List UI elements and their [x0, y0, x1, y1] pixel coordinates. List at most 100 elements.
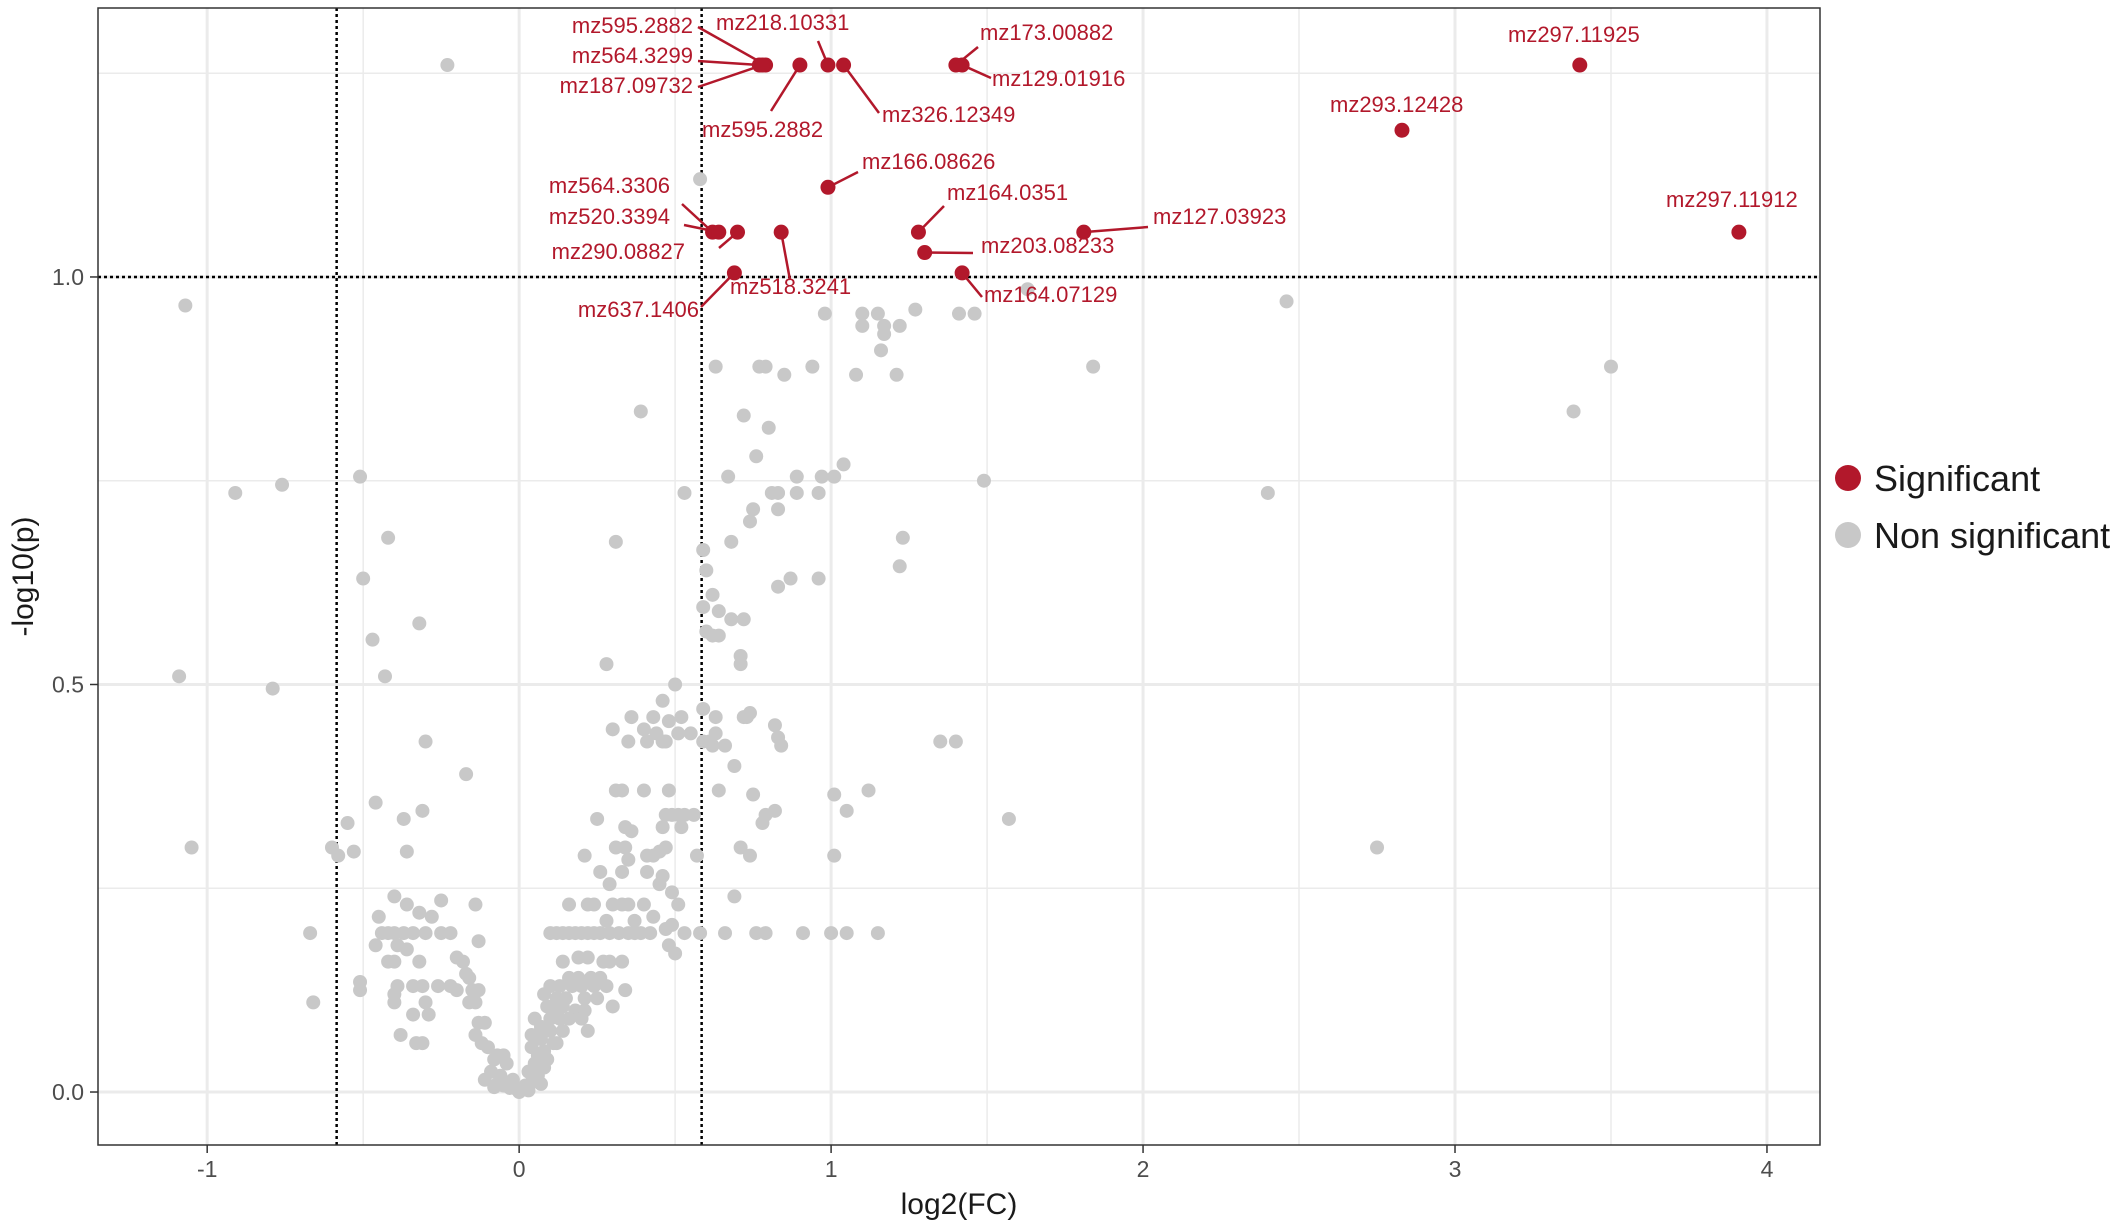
non-significant-point-38: [789, 485, 804, 500]
significant-point-13: [730, 224, 746, 240]
non-significant-point-68: [356, 571, 371, 586]
non-significant-point-15: [708, 359, 723, 374]
non-significant-point-7: [908, 302, 923, 317]
non-significant-point-287: [533, 1032, 548, 1047]
non-significant-point-170: [621, 897, 636, 912]
non-significant-point-185: [406, 926, 421, 941]
non-significant-point-162: [399, 897, 414, 912]
non-significant-point-152: [689, 848, 704, 863]
non-significant-point-94: [621, 734, 636, 749]
x-axis-title: log2(FC): [901, 1188, 1018, 1221]
non-significant-point-243: [449, 983, 464, 998]
non-significant-point-35: [677, 485, 692, 500]
non-significant-point-214: [870, 926, 885, 941]
non-significant-point-158: [652, 877, 667, 892]
non-significant-point-272: [421, 1007, 436, 1022]
non-significant-point-28: [761, 420, 776, 435]
non-significant-point-90: [671, 726, 686, 741]
non-significant-point-131: [346, 844, 361, 859]
x-tick-label-2: 1: [825, 1156, 838, 1182]
non-significant-point-4: [817, 306, 832, 321]
non-significant-point-14: [877, 327, 892, 342]
x-tick-label-3: 2: [1137, 1156, 1150, 1182]
non-significant-point-48: [608, 534, 623, 549]
non-significant-point-104: [948, 734, 963, 749]
non-significant-point-125: [767, 803, 782, 818]
non-significant-point-255: [537, 987, 552, 1002]
significant-point-5: [836, 57, 852, 73]
significant-point-20: [1731, 224, 1747, 240]
non-significant-point-282: [555, 1023, 570, 1038]
non-significant-point-23: [1086, 359, 1101, 374]
non-significant-point-142: [658, 840, 673, 855]
y-tick-label-0: 0.0: [52, 1079, 84, 1105]
point-label-7: mz129.01916: [992, 66, 1125, 91]
non-significant-point-69: [412, 616, 427, 631]
non-significant-point-75: [668, 677, 683, 692]
non-significant-point-206: [677, 926, 692, 941]
non-significant-point-22: [889, 367, 904, 382]
non-significant-point-320: [549, 1036, 564, 1051]
y-axis-title: -log10(p): [7, 516, 40, 636]
non-significant-point-5: [855, 306, 870, 321]
non-significant-point-277: [574, 1011, 589, 1026]
non-significant-point-70: [365, 632, 380, 647]
non-significant-point-261: [387, 995, 402, 1010]
non-significant-point-102: [774, 738, 789, 753]
non-significant-point-163: [434, 893, 449, 908]
point-label-2: mz187.09732: [560, 73, 693, 98]
non-significant-point-18: [777, 367, 792, 382]
non-significant-point-50: [699, 563, 714, 578]
non-significant-point-153: [593, 864, 608, 879]
non-significant-point-62: [736, 612, 751, 627]
point-label-12: mz520.3394: [549, 204, 670, 229]
non-significant-point-253: [353, 983, 368, 998]
panel-border: [97, 7, 1821, 1146]
non-significant-point-41: [771, 502, 786, 517]
significant-point-3: [792, 57, 808, 73]
legend-significant-label: Significant: [1874, 458, 2040, 499]
non-significant-point-137: [674, 820, 689, 835]
point-label-6: mz173.00882: [980, 20, 1113, 45]
y-tick-label-1: 0.5: [52, 671, 84, 697]
non-significant-point-78: [696, 701, 711, 716]
non-significant-point-3: [1279, 294, 1294, 309]
significant-point-labels: mz595.2882 mz564.3299 mz187.09732 mz595.288…: [549, 10, 1798, 322]
non-significant-point-126: [839, 803, 854, 818]
non-significant-point-76: [655, 693, 670, 708]
non-significant-point-32: [836, 457, 851, 472]
non-significant-point-97: [658, 734, 673, 749]
point-label-5: mz326.12349: [882, 102, 1015, 127]
x-tick-label-1: 0: [513, 1156, 526, 1182]
non-significant-point-81: [661, 714, 676, 729]
significant-point-8: [1572, 57, 1588, 73]
non-significant-point-135: [624, 824, 639, 839]
non-significant-point-215: [368, 938, 383, 953]
non-significant-point-51: [724, 534, 739, 549]
non-significant-point-172: [671, 897, 686, 912]
non-significant-point-24: [1566, 404, 1581, 419]
non-significant-point-74: [599, 657, 614, 672]
non-significant-point-29: [749, 449, 764, 464]
point-label-3: mz595.2882: [702, 117, 823, 142]
non-significant-point-19: [805, 359, 820, 374]
non-significant-point-298: [487, 1052, 502, 1067]
non-significant-point-113: [827, 787, 842, 802]
non-significant-point-300: [499, 1056, 514, 1071]
non-significant-point-262: [418, 995, 433, 1010]
point-label-20: mz297.11912: [1666, 187, 1798, 212]
non-significant-point-95: [640, 734, 655, 749]
non-significant-point-271: [406, 1007, 421, 1022]
non-significant-point-210: [758, 926, 773, 941]
non-significant-point-306: [477, 1072, 492, 1087]
non-significant-point-140: [618, 840, 633, 855]
non-significant-points: [172, 58, 1618, 1100]
non-significant-point-85: [742, 706, 757, 721]
non-significant-point-65: [711, 628, 726, 643]
non-significant-point-56: [783, 571, 798, 586]
non-significant-point-154: [615, 864, 630, 879]
non-significant-point-111: [711, 783, 726, 798]
non-significant-point-67: [733, 657, 748, 672]
non-significant-point-259: [590, 991, 605, 1006]
point-label-4: mz218.10331: [716, 10, 849, 35]
